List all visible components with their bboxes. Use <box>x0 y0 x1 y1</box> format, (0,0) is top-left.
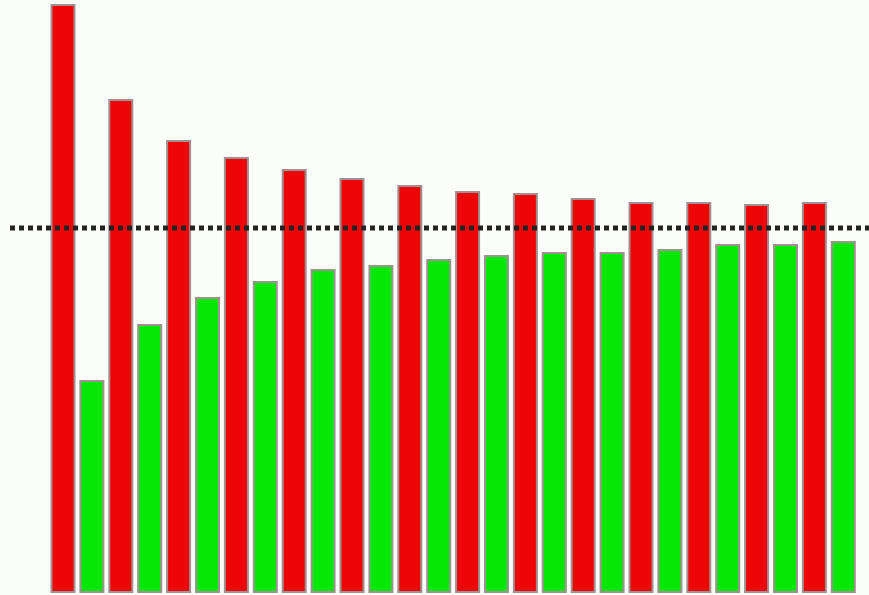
bar <box>166 140 192 593</box>
bar <box>686 202 712 593</box>
bar <box>108 99 134 593</box>
bar <box>541 252 567 593</box>
bar <box>455 191 481 593</box>
bar <box>628 202 654 593</box>
bar <box>426 259 452 593</box>
bar <box>397 185 423 593</box>
bar <box>50 4 76 593</box>
bar <box>195 297 220 593</box>
bar <box>339 178 365 593</box>
bar <box>599 252 625 593</box>
bar <box>310 269 336 593</box>
bar <box>137 324 163 593</box>
bar <box>368 265 394 593</box>
bar <box>252 281 278 593</box>
bar <box>744 204 770 593</box>
bar <box>512 193 538 593</box>
bar <box>484 255 509 593</box>
bar <box>715 244 741 593</box>
bar <box>773 244 798 593</box>
bar <box>570 198 596 593</box>
bar <box>657 249 683 593</box>
bar <box>801 202 827 593</box>
bar <box>281 169 307 593</box>
bar <box>79 380 105 593</box>
bar <box>830 241 856 593</box>
bar <box>223 157 249 593</box>
